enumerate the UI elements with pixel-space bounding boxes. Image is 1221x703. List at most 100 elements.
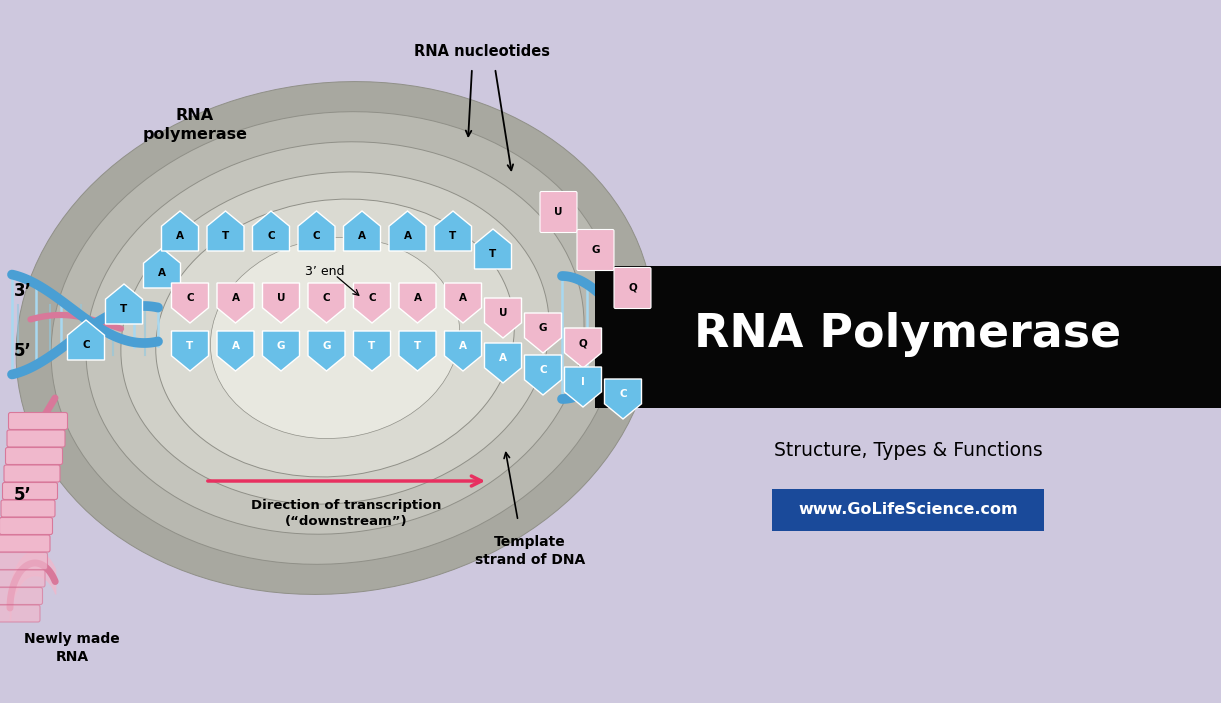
FancyBboxPatch shape [540,191,578,233]
Text: A: A [414,293,421,303]
Polygon shape [161,211,199,251]
FancyBboxPatch shape [578,229,614,271]
Text: T: T [414,341,421,352]
Text: C: C [540,365,547,375]
Text: T: T [449,231,457,241]
Text: C: C [82,340,90,350]
Polygon shape [263,331,299,371]
Polygon shape [263,283,299,323]
Text: Newly made
RNA: Newly made RNA [24,633,120,664]
Text: G: G [277,341,286,352]
Text: www.GoLifeScience.com: www.GoLifeScience.com [799,503,1018,517]
Text: RNA Polymerase: RNA Polymerase [695,311,1122,356]
Text: 3’ end: 3’ end [305,264,344,278]
Polygon shape [485,298,521,338]
Polygon shape [343,211,381,251]
FancyBboxPatch shape [0,605,40,622]
FancyBboxPatch shape [1,500,55,517]
FancyBboxPatch shape [6,448,62,465]
FancyBboxPatch shape [614,268,651,309]
Ellipse shape [210,238,459,439]
Polygon shape [525,313,562,353]
Text: T: T [187,341,194,352]
FancyBboxPatch shape [7,430,65,447]
Polygon shape [171,331,209,371]
Text: T: T [121,304,128,314]
Text: RNA nucleotides: RNA nucleotides [414,44,549,58]
Text: T: T [222,231,230,241]
Text: A: A [403,231,411,241]
Text: U: U [498,308,507,318]
Polygon shape [105,284,143,324]
FancyBboxPatch shape [0,535,50,552]
Text: A: A [459,293,466,303]
Polygon shape [444,283,481,323]
Ellipse shape [16,82,654,595]
Text: A: A [176,231,184,241]
FancyBboxPatch shape [0,570,45,587]
Text: C: C [267,231,275,241]
Text: U: U [554,207,563,217]
Polygon shape [144,248,181,288]
Polygon shape [399,283,436,323]
Text: U: U [277,293,286,303]
Text: C: C [313,231,320,241]
FancyBboxPatch shape [772,489,1044,531]
Text: 5’: 5’ [15,486,32,504]
Text: G: G [322,341,331,352]
Text: 5’: 5’ [15,342,32,360]
Text: Structure, Types & Functions: Structure, Types & Functions [774,441,1043,460]
Polygon shape [171,283,209,323]
Ellipse shape [156,199,514,477]
Polygon shape [389,211,426,251]
Text: A: A [499,353,507,363]
Text: T: T [369,341,376,352]
Polygon shape [485,343,521,383]
Polygon shape [564,328,602,368]
Text: C: C [322,293,331,303]
Ellipse shape [121,172,549,504]
Text: T: T [490,249,497,259]
Polygon shape [354,331,391,371]
Polygon shape [525,355,562,395]
Text: Q: Q [579,338,587,348]
Polygon shape [217,331,254,371]
Polygon shape [354,283,391,323]
Polygon shape [298,211,335,251]
Polygon shape [399,331,436,371]
Text: C: C [186,293,194,303]
FancyBboxPatch shape [0,588,43,605]
Polygon shape [253,211,289,251]
Text: A: A [158,268,166,278]
Ellipse shape [51,112,619,565]
Text: A: A [358,231,366,241]
Text: A: A [232,293,239,303]
Text: 3’: 3’ [13,282,32,300]
Text: RNA
polymerase: RNA polymerase [143,108,248,142]
FancyBboxPatch shape [9,413,67,430]
Text: G: G [591,245,600,255]
FancyBboxPatch shape [2,482,57,500]
FancyBboxPatch shape [4,465,60,482]
Polygon shape [435,211,471,251]
Polygon shape [308,331,346,371]
Ellipse shape [85,142,584,534]
Text: Direction of transcription
(“downstream”): Direction of transcription (“downstream”… [250,498,441,527]
Text: G: G [538,323,547,333]
Polygon shape [444,331,481,371]
Polygon shape [475,229,512,269]
Polygon shape [604,379,641,419]
Text: C: C [619,389,626,399]
Text: A: A [232,341,239,352]
Polygon shape [564,367,602,407]
FancyBboxPatch shape [595,266,1221,408]
FancyBboxPatch shape [0,517,53,534]
Text: C: C [369,293,376,303]
Polygon shape [67,320,105,360]
Polygon shape [217,283,254,323]
Polygon shape [208,211,244,251]
Polygon shape [308,283,346,323]
Text: I: I [581,378,585,387]
Text: Q: Q [628,283,637,293]
Text: Template
strand of DNA: Template strand of DNA [475,536,585,567]
